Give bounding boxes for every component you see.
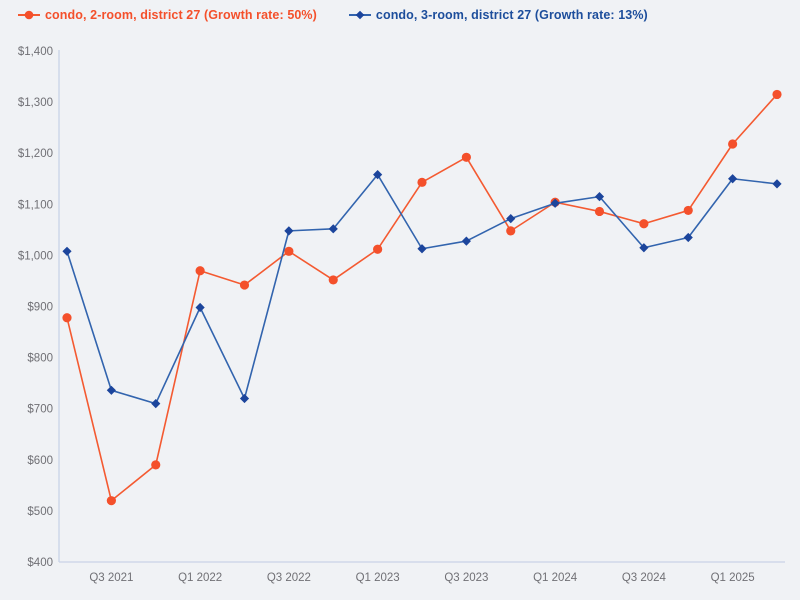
data-point[interactable] (239, 280, 250, 290)
legend-label-3-room: condo, 3-room, district 27 (Growth rate:… (375, 8, 648, 22)
x-tick-label: Q1 2022 (178, 572, 222, 584)
legend-label-2-room: condo, 2-room, district 27 (Growth rate:… (45, 8, 317, 22)
data-point[interactable] (106, 496, 116, 506)
data-point[interactable] (772, 89, 782, 100)
data-point[interactable] (417, 177, 427, 187)
data-point[interactable] (284, 226, 294, 236)
data-point[interactable] (594, 206, 605, 217)
data-point[interactable] (639, 243, 649, 253)
data-point[interactable] (195, 266, 205, 276)
data-point[interactable] (62, 246, 72, 256)
legend-item-2-room[interactable]: condo, 2-room, district 27 (Growth rate:… (18, 8, 317, 22)
y-tick-label: $1,000 (18, 250, 53, 262)
legend-marker-circle-icon (18, 10, 40, 20)
data-point[interactable] (683, 205, 693, 216)
y-tick-label: $1,400 (18, 46, 53, 58)
data-point[interactable] (62, 313, 72, 323)
data-point[interactable] (461, 236, 471, 246)
series-line-3-room (66, 173, 778, 405)
data-point[interactable] (506, 226, 516, 236)
y-tick-label: $700 (27, 404, 53, 416)
legend-item-3-room[interactable]: condo, 3-room, district 27 (Growth rate:… (348, 8, 648, 22)
data-point[interactable] (373, 244, 383, 254)
y-tick-label: $400 (27, 557, 53, 569)
axis-lines (58, 50, 785, 563)
data-point[interactable] (328, 275, 338, 285)
data-point[interactable] (151, 460, 161, 470)
data-point[interactable] (239, 393, 250, 404)
x-tick-label: Q3 2024 (622, 572, 667, 584)
legend-marker-diamond-icon (348, 10, 371, 20)
chart-legend: condo, 2-room, district 27 (Growth rate:… (18, 8, 648, 22)
data-point[interactable] (550, 198, 560, 208)
y-tick-label: $500 (27, 506, 53, 518)
x-tick-label: Q3 2021 (89, 572, 133, 584)
y-tick-label: $600 (27, 455, 53, 467)
data-point[interactable] (639, 219, 649, 229)
data-point[interactable] (151, 398, 161, 409)
data-point[interactable] (461, 152, 471, 162)
x-tick-label: Q1 2023 (356, 572, 400, 584)
y-tick-label: $1,300 (18, 97, 53, 109)
data-point[interactable] (594, 192, 605, 202)
series-line-2-room (66, 93, 778, 502)
x-tick-label: Q3 2022 (267, 572, 311, 584)
data-point[interactable] (772, 179, 782, 189)
x-tick-label: Q1 2024 (533, 572, 578, 584)
data-point[interactable] (417, 244, 427, 254)
data-point[interactable] (728, 174, 738, 184)
y-tick-label: $800 (27, 353, 53, 365)
data-point[interactable] (284, 246, 294, 256)
y-tick-label: $1,200 (18, 148, 53, 160)
y-tick-label: $900 (27, 302, 53, 314)
data-point[interactable] (683, 232, 693, 243)
y-tick-label: $1,100 (18, 199, 53, 211)
data-point[interactable] (373, 170, 383, 180)
data-point[interactable] (506, 214, 516, 224)
x-tick-label: Q1 2025 (711, 572, 755, 584)
x-tick-label: Q3 2023 (444, 572, 488, 584)
data-point[interactable] (195, 302, 205, 313)
data-point[interactable] (106, 385, 116, 395)
data-point[interactable] (728, 139, 738, 149)
data-point[interactable] (328, 224, 338, 234)
